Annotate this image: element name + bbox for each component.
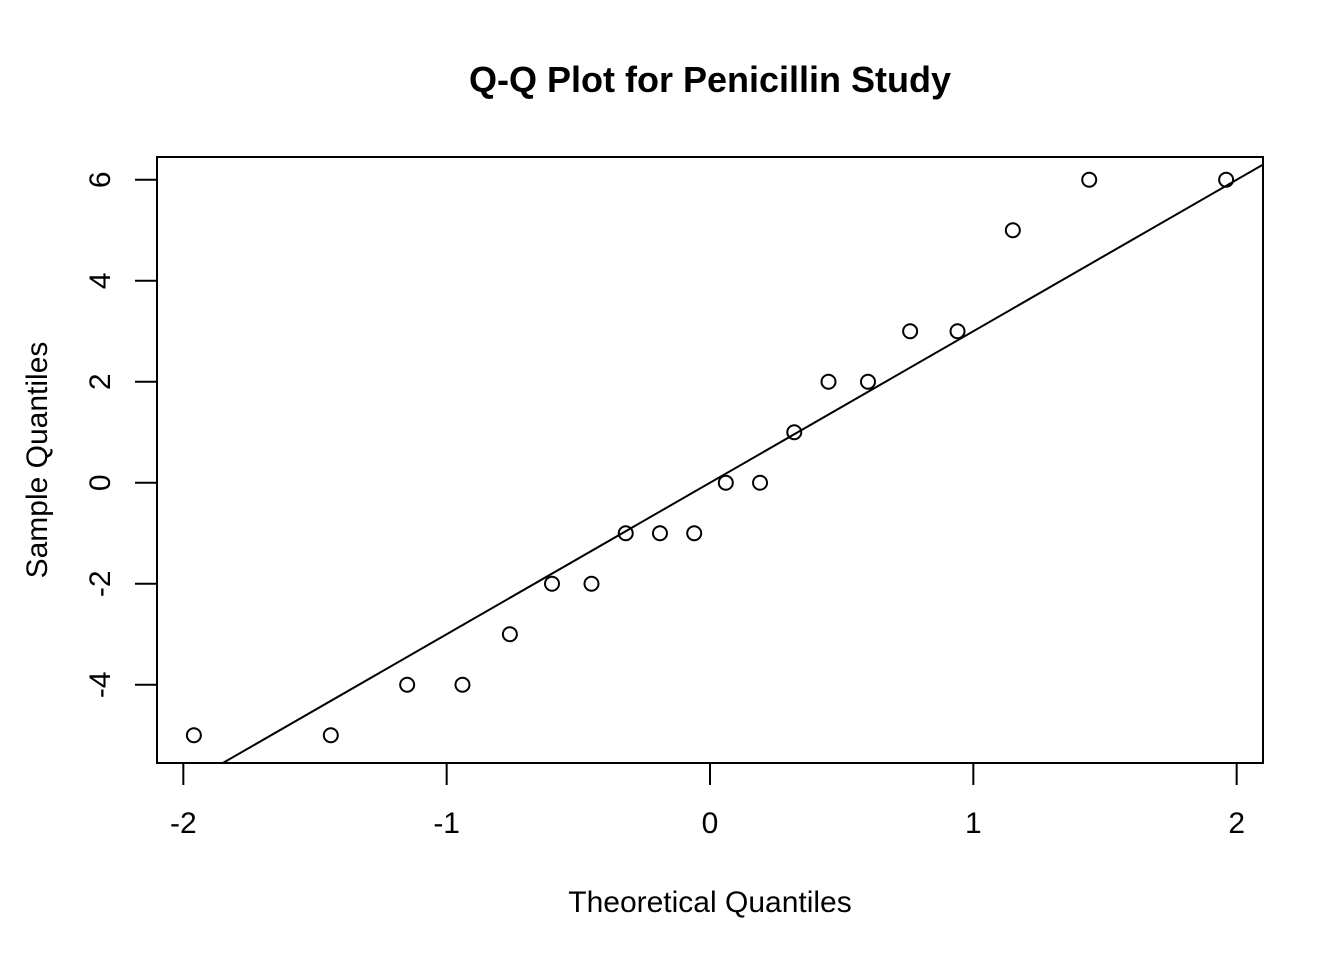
y-axis: -4 -2 0 2 4 6 [84,171,158,698]
x-tick-label: -2 [170,807,197,840]
y-tick-label: 4 [84,272,117,289]
x-tick-label: 2 [1228,807,1245,840]
data-point [651,525,668,542]
data-points [185,171,1235,744]
y-tick-label: 0 [84,474,117,491]
data-point [501,626,518,643]
data-point [752,474,769,491]
x-tick-label: -1 [433,807,460,840]
data-point [949,323,966,340]
y-tick-label: 2 [84,373,117,390]
x-axis: -2 -1 0 1 2 [170,762,1245,840]
x-axis-label: Theoretical Quantiles [568,886,851,919]
data-point [1218,171,1235,188]
data-point [399,676,416,693]
reference-line [220,163,1263,763]
data-point [860,373,876,390]
y-tick-label: -4 [84,671,117,698]
y-axis-label: Sample Quantiles [21,342,54,579]
x-tick-label: 1 [965,807,982,840]
y-tick-label: 6 [84,171,117,188]
data-point [1004,222,1021,239]
x-tick-label: 0 [702,807,719,840]
data-point [686,525,703,542]
plot-frame [156,156,1264,764]
plot-area [220,163,1263,763]
data-point [454,676,471,693]
data-point [786,424,803,441]
y-tick-label: -2 [84,570,117,597]
data-point [902,323,919,340]
data-point [820,373,837,390]
data-point [1081,171,1098,188]
data-point [617,525,634,542]
data-point [322,727,339,744]
data-point [544,575,560,592]
data-point [583,575,600,592]
data-point [717,474,734,491]
chart-title: Q-Q Plot for Penicillin Study [469,59,951,100]
data-point [185,727,202,744]
